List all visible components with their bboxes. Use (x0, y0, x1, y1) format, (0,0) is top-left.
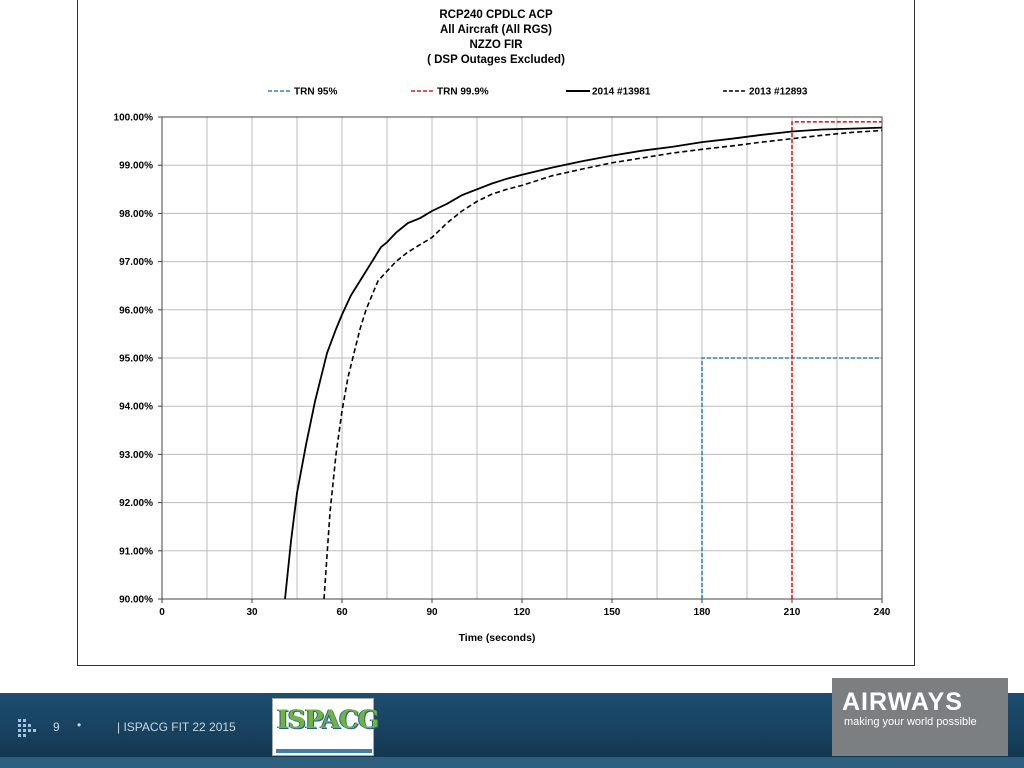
chart-title-line-3: NZZO FIR (469, 39, 523, 51)
series-line-4 (323, 129, 883, 600)
ispacg-logo-text: ISPACG (277, 705, 379, 734)
x-tick-label: 150 (604, 607, 621, 618)
y-tick-label: 94.00% (119, 402, 153, 413)
x-tick-label: 60 (336, 607, 348, 618)
legend-label-4: 2013 #12893 (749, 87, 808, 98)
legend-label-1: TRN 95% (294, 87, 337, 98)
airways-logo-tagline: making your world possible (844, 716, 977, 728)
y-tick-label: 90.00% (119, 595, 153, 606)
y-tick-label: 96.00% (119, 305, 153, 316)
y-tick-label: 92.00% (119, 498, 153, 509)
page-number: 9 (53, 720, 60, 734)
x-tick-label: 90 (426, 607, 438, 618)
ispacg-logo: ISPACG (272, 698, 379, 756)
series-line-2 (791, 121, 882, 599)
footer-arrows-icon (18, 719, 36, 737)
footer-bottom-strip (0, 757, 1024, 768)
x-tick-label: 30 (246, 607, 258, 618)
footer-text: | ISPACG FIT 22 2015 (117, 720, 236, 734)
y-tick-label: 95.00% (119, 354, 153, 365)
series-line-1 (701, 357, 882, 599)
y-tick-label: 93.00% (119, 450, 153, 461)
chart-title-line-1: RCP240 CPDLC ACP (439, 9, 553, 21)
chart-title-line-2: All Aircraft (All RGS) (439, 24, 553, 36)
x-tick-label: 240 (874, 607, 891, 618)
y-tick-label: 100.00% (114, 113, 154, 124)
airways-logo: AIRWAYS making your world possible (832, 678, 1008, 756)
x-tick-label: 180 (694, 607, 711, 618)
airways-logo-name: AIRWAYS (842, 688, 963, 716)
y-tick-label: 91.00% (119, 546, 153, 557)
legend-label-3: 2014 #13981 (592, 87, 651, 98)
y-tick-label: 97.00% (119, 257, 153, 268)
x-tick-label: 0 (159, 607, 165, 618)
legend-label-2: TRN 99.9% (437, 87, 489, 98)
x-axis-label: Time (seconds) (459, 632, 536, 644)
ispacg-logo-band (276, 749, 372, 753)
chart-title-line-4: ( DSP Outages Excluded) (427, 54, 565, 66)
chart-title: RCP240 CPDLC ACP All Aircraft (All RGS) … (77, 8, 915, 68)
y-tick-label: 98.00% (119, 209, 153, 220)
footer-bullet: • (77, 718, 82, 732)
x-tick-label: 210 (784, 607, 801, 618)
series-line-3 (284, 126, 883, 600)
x-tick-label: 120 (514, 607, 531, 618)
y-tick-label: 99.00% (119, 161, 153, 172)
